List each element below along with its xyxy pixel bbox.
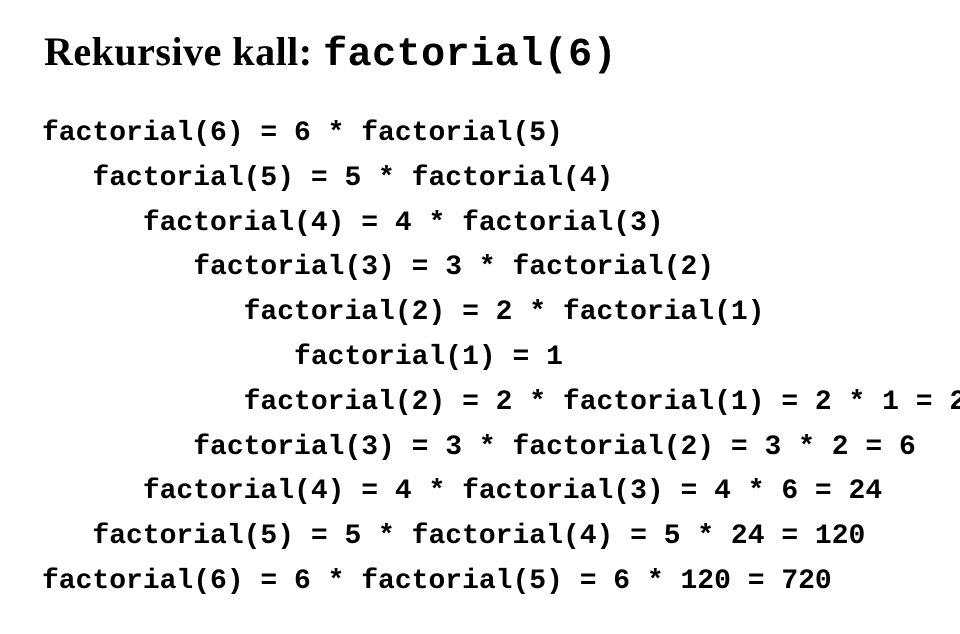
- slide-heading: Rekursive kall: factorial(6): [44, 28, 918, 78]
- heading-prefix: Rekursive kall:: [44, 29, 323, 74]
- code-lines-block: factorial(6) = 6 * factorial(5) factoria…: [42, 112, 918, 605]
- heading-code: factorial(6): [323, 33, 617, 78]
- slide-page: Rekursive kall: factorial(6) factorial(6…: [0, 0, 960, 634]
